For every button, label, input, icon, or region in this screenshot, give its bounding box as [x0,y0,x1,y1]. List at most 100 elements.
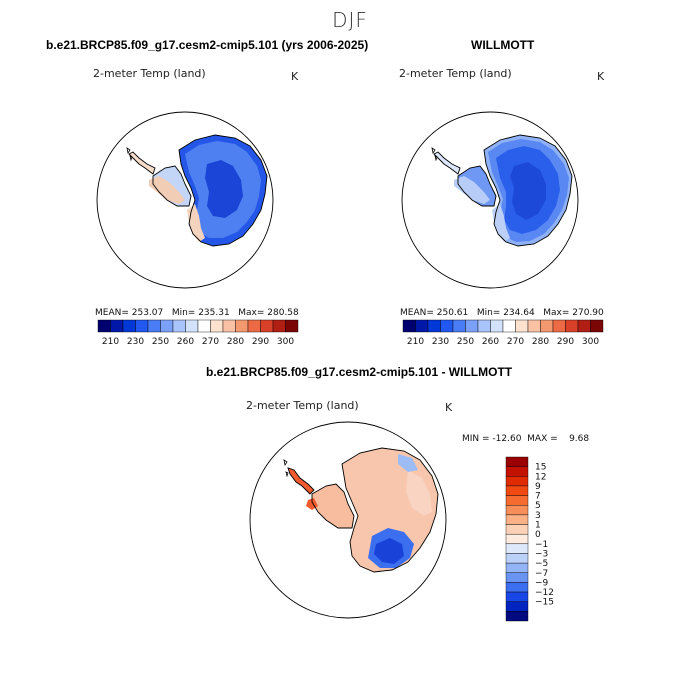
map-region-plateau-interior-core: Plateau interior core [205,160,243,218]
map-region-wilkes-land-core: Wilkes Land core [374,538,404,564]
panel-2-coastline [433,134,573,247]
colorbar-swatch [465,319,479,333]
panel-3-variable-label: 2-meter Temp (land) [246,399,359,412]
colorbar-swatch [502,319,516,333]
colorbar-tick-label: 270 [202,337,219,347]
colorbar-swatch [515,319,529,333]
colorbar-tick-label: 230 [127,337,144,347]
colorbar-swatch [402,319,416,333]
colorbar-tick-label: 300 [277,337,294,347]
colorbar-swatch [415,319,429,333]
panel-2-title: WILLMOTT [471,38,535,52]
panel-1-islands [126,147,133,162]
colorbar-swatch [147,319,161,333]
colorbar-swatch [235,319,249,333]
colorbar-swatch [260,319,274,333]
colorbar-tick-label: 280 [532,337,549,347]
colorbar-swatch [197,319,211,333]
colorbar-swatch [110,319,124,333]
colorbar-swatch [272,319,286,333]
panel-2-map-boundary [401,111,579,289]
colorbar-tick-label: 280 [227,337,244,347]
colorbar-swatch [505,476,529,487]
colorbar-tick-label: 270 [507,337,524,347]
panel-3-units-label: K [445,401,453,414]
map-region-dronning-maud-land-coast: Dronning Maud Land coast [398,454,418,472]
colorbar-tick-label: −15 [535,598,554,608]
colorbar-swatch [552,319,566,333]
panel-3-map-boundary [249,421,447,619]
colorbar-swatch [427,319,441,333]
panel-1-map-boundary [96,111,274,289]
colorbar-swatch [505,601,529,612]
panel-2-map: West Antarctica Ronne-Filchner Ice Shelf… [401,111,579,289]
colorbar-swatch [577,319,591,333]
panel-1-title: b.e21.BRCP85.f09_g17.cesm2-cmip5.101 (yr… [46,38,369,52]
colorbar-tick-label: 7 [535,492,541,502]
colorbar-swatch [122,319,136,333]
colorbar-tick-label: 3 [535,511,541,521]
colorbar-tick-label: 230 [432,337,449,347]
colorbar-tick-label: 0 [535,530,541,540]
colorbar-tick-label: 290 [252,337,269,347]
panel-3-map: East Antarctic plateau Ross Ice Shelf Ea… [249,421,447,619]
colorbar-swatch [505,514,529,525]
colorbar-swatch [505,553,529,564]
colorbar-tick-label: −7 [535,569,548,579]
panel-2-variable-label: 2-meter Temp (land) [399,67,512,80]
panel-2-stats: MEAN= 250.61 Min= 234.64 Max= 270.90 [400,308,604,318]
colorbar-swatch [505,562,529,573]
colorbar-tick-label: 250 [457,337,474,347]
panel-2-colorbar: 210 230 250 260 270 280 290 300 [402,319,604,347]
panel-2-units-label: K [597,70,605,83]
colorbar-tick-label: 300 [582,337,599,347]
colorbar-tick-label: −12 [535,588,554,598]
colorbar-swatch [505,495,529,506]
colorbar-swatch [565,319,579,333]
colorbar-swatch [505,611,529,622]
colorbar-swatch [527,319,541,333]
panel-1-coastline [128,134,268,247]
colorbar-swatch [477,319,491,333]
colorbar-swatch [285,319,299,333]
panel-1-units-label: K [291,70,299,83]
colorbar-tick-label: 210 [407,337,424,347]
panel-1-map: West Antarctica Ronne-Filchner Ice Shelf… [96,111,274,289]
panel-1-variable-label: 2-meter Temp (land) [93,67,206,80]
panel-3-coastline [287,447,439,573]
colorbar-swatch [505,572,529,583]
colorbar-tick-label: 5 [535,501,541,511]
map-region-ross-ice-shelf: Ross Ice Shelf [492,204,510,242]
colorbar-tick-label: 290 [557,337,574,347]
colorbar-swatch [210,319,224,333]
colorbar-swatch [505,456,529,467]
panel-1-colorbar: 210 230 250 260 270 280 290 300 [97,319,299,347]
colorbar-swatch [590,319,604,333]
map-region-east-coast-margin: East coast margin [406,470,432,516]
colorbar-swatch [440,319,454,333]
colorbar-swatch [185,319,199,333]
map-region-plateau-interior-core: Plateau interior core [510,162,546,220]
map-region-ronne-filchner-ice-shelf: Ronne-Filchner Ice Shelf [149,176,185,204]
colorbar-swatch [135,319,149,333]
colorbar-tick-label: −1 [535,540,548,550]
colorbar-swatch [505,505,529,516]
colorbar-swatch [222,319,236,333]
colorbar-swatch [247,319,261,333]
colorbar-swatch [505,543,529,554]
colorbar-tick-label: 9 [535,482,541,492]
colorbar-tick-label: −5 [535,559,548,569]
map-region-ronne-filchner-ice-shelf: Ronne-Filchner Ice Shelf [454,176,490,204]
colorbar-swatch [172,319,186,333]
colorbar-swatch [160,319,174,333]
panel-2-islands [431,147,438,162]
colorbar-swatch [505,466,529,477]
colorbar-tick-label: 1 [535,521,541,531]
map-region-antarctic-peninsula: Antarctic Peninsula [434,152,460,174]
season-title: DJF [332,8,368,32]
colorbar-tick-label: 250 [152,337,169,347]
colorbar-tick-label: 210 [102,337,119,347]
map-region-ross-ice-shelf: Ross Ice Shelf [312,484,354,528]
colorbar-swatch [505,533,529,545]
